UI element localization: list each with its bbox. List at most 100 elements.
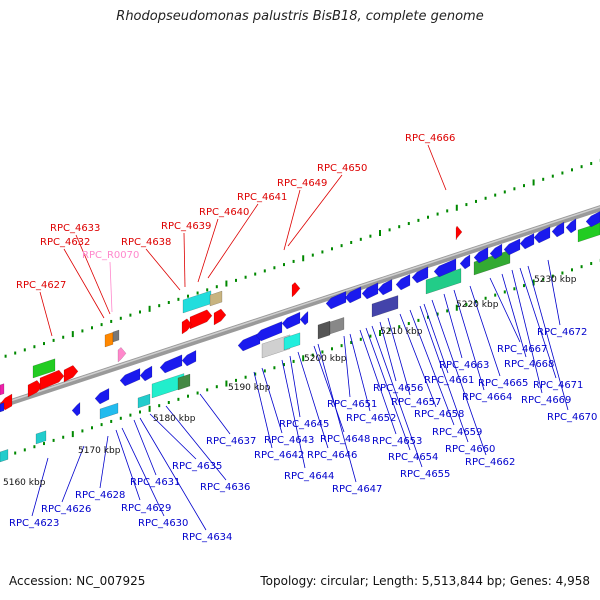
gene-label-rpc-4637[interactable]: RPC_4637 xyxy=(206,436,256,447)
gene-arrow xyxy=(411,266,429,284)
gene-label-rpc-4650[interactable]: RPC_4650 xyxy=(317,163,367,174)
gene-block xyxy=(317,320,331,340)
leader-line xyxy=(365,327,411,451)
gene-label-rpc-4658[interactable]: RPC_4658 xyxy=(414,409,464,420)
scale-tick xyxy=(167,300,170,304)
gene-label-rpc-4633[interactable]: RPC_4633 xyxy=(50,223,100,234)
gene-arrow xyxy=(27,380,43,398)
gene-label-rpc-4629[interactable]: RPC_4629 xyxy=(121,503,171,514)
leader-line xyxy=(281,359,306,469)
leader-line xyxy=(501,273,527,358)
leader-line xyxy=(469,285,501,377)
gene-label-rpc-4668[interactable]: RPC_4668 xyxy=(504,359,554,370)
gene-label-rpc-4645[interactable]: RPC_4645 xyxy=(279,419,329,430)
gene-label-rpc-4632[interactable]: RPC_4632 xyxy=(40,237,90,248)
gene-label-rpc-4631[interactable]: RPC_4631 xyxy=(130,477,180,488)
scale-tick xyxy=(523,284,525,288)
gene-label-rpc-4663[interactable]: RPC_4663 xyxy=(439,360,489,371)
gene-label-rpc-4640[interactable]: RPC_4640 xyxy=(199,207,249,218)
gene-label-rpc-4626[interactable]: RPC_4626 xyxy=(41,504,91,515)
leader-line xyxy=(115,429,141,501)
gene-label-rpc-4644[interactable]: RPC_4644 xyxy=(284,471,334,482)
leader-line xyxy=(427,144,447,191)
gene-label-rpc-4638[interactable]: RPC_4638 xyxy=(121,237,171,248)
gene-label-rpc-4641[interactable]: RPC_4641 xyxy=(237,192,287,203)
gene-label-rpc-4665[interactable]: RPC_4665 xyxy=(478,378,528,389)
gene-label-rpc-4661[interactable]: RPC_4661 xyxy=(424,375,474,386)
gene-label-rpc-4627[interactable]: RPC_4627 xyxy=(16,280,66,291)
gene-label-rpc-4628[interactable]: RPC_4628 xyxy=(75,490,125,501)
gene-label-rpc-4648[interactable]: RPC_4648 xyxy=(320,434,370,445)
gene-block xyxy=(99,402,119,420)
scale-tick xyxy=(187,394,189,398)
scale-label-5230: 5230 kbp xyxy=(534,275,577,285)
leader-line xyxy=(399,313,437,408)
gene-label-rpc-4670[interactable]: RPC_4670 xyxy=(547,412,597,423)
gene-label-rpc-4655[interactable]: RPC_4655 xyxy=(400,469,450,480)
rna-label-rpc-r0070[interactable]: RPC_R0070 xyxy=(82,250,139,261)
scale-tick xyxy=(503,190,506,194)
scale-tick xyxy=(484,296,487,300)
gene-block xyxy=(283,332,301,351)
scale-tick xyxy=(379,230,381,237)
leader-line xyxy=(183,232,186,288)
scale-tick xyxy=(407,222,410,226)
gene-label-rpc-4656[interactable]: RPC_4656 xyxy=(373,383,423,394)
gene-arrow xyxy=(325,291,347,310)
scale-tick xyxy=(331,347,333,351)
scale-tick xyxy=(590,162,593,166)
scale-tick xyxy=(4,354,7,358)
gene-label-rpc-4659[interactable]: RPC_4659 xyxy=(432,427,482,438)
gene-label-rpc-4652[interactable]: RPC_4652 xyxy=(346,413,396,424)
gene-label-rpc-4646[interactable]: RPC_4646 xyxy=(307,450,357,461)
scale-tick xyxy=(580,165,583,169)
gene-label-rpc-4667[interactable]: RPC_4667 xyxy=(497,344,547,355)
gene-arrow xyxy=(459,254,471,270)
gene-label-rpc-4634[interactable]: RPC_4634 xyxy=(182,532,232,543)
scale-tick xyxy=(139,410,141,414)
gene-label-rpc-4649[interactable]: RPC_4649 xyxy=(277,178,327,189)
gene-label-rpc-4671[interactable]: RPC_4671 xyxy=(533,380,583,391)
gene-label-rpc-4672[interactable]: RPC_4672 xyxy=(537,327,587,338)
gene-block xyxy=(137,393,151,409)
gene-label-rpc-4657[interactable]: RPC_4657 xyxy=(391,397,441,408)
scale-tick xyxy=(23,448,26,452)
gene-label-rpc-4669[interactable]: RPC_4669 xyxy=(521,395,571,406)
scale-tick xyxy=(542,177,545,181)
gene-label-rpc-4647[interactable]: RPC_4647 xyxy=(332,484,382,495)
gene-block xyxy=(0,402,5,413)
scale-tick xyxy=(23,348,26,352)
leader-line xyxy=(261,367,283,434)
gene-label-rpc-4653[interactable]: RPC_4653 xyxy=(372,436,422,447)
leader-line xyxy=(253,371,273,449)
gene-label-rpc-4664[interactable]: RPC_4664 xyxy=(462,392,512,403)
leader-line xyxy=(453,289,485,391)
gene-label-rpc-4651[interactable]: RPC_4651 xyxy=(327,399,377,410)
gene-label-rpc-4630[interactable]: RPC_4630 xyxy=(138,518,188,529)
scale-tick xyxy=(475,199,477,203)
leader-line xyxy=(419,305,469,443)
gene-label-rpc-4639[interactable]: RPC_4639 xyxy=(161,221,211,232)
gene-label-rpc-4642[interactable]: RPC_4642 xyxy=(254,450,304,461)
leader-line xyxy=(547,259,561,326)
gene-label-rpc-4662[interactable]: RPC_4662 xyxy=(465,457,515,468)
leader-line xyxy=(359,329,397,435)
scale-tick xyxy=(225,380,228,387)
scale-tick xyxy=(81,429,84,433)
gene-label-rpc-4654[interactable]: RPC_4654 xyxy=(388,452,438,463)
leader-line xyxy=(199,393,231,435)
gene-label-rpc-4636[interactable]: RPC_4636 xyxy=(200,482,250,493)
gene-arrow xyxy=(585,211,600,228)
gene-label-rpc-4660[interactable]: RPC_4660 xyxy=(445,444,495,455)
gene-label-rpc-4635[interactable]: RPC_4635 xyxy=(172,461,222,472)
gene-label-rpc-4643[interactable]: RPC_4643 xyxy=(264,435,314,446)
gene-block xyxy=(104,332,114,348)
scale-labels: 5160 kbp 5170 kbp 5180 kbp 5190 kbp 5200… xyxy=(3,275,577,488)
gene-label-rpc-4623[interactable]: RPC_4623 xyxy=(9,518,59,529)
gene-label-rpc-4666[interactable]: RPC_4666 xyxy=(405,133,455,144)
scale-tick xyxy=(513,187,516,191)
scale-tick xyxy=(340,244,343,248)
scale-tick xyxy=(494,293,497,297)
leader-line xyxy=(519,267,557,379)
scale-tick xyxy=(71,431,74,438)
